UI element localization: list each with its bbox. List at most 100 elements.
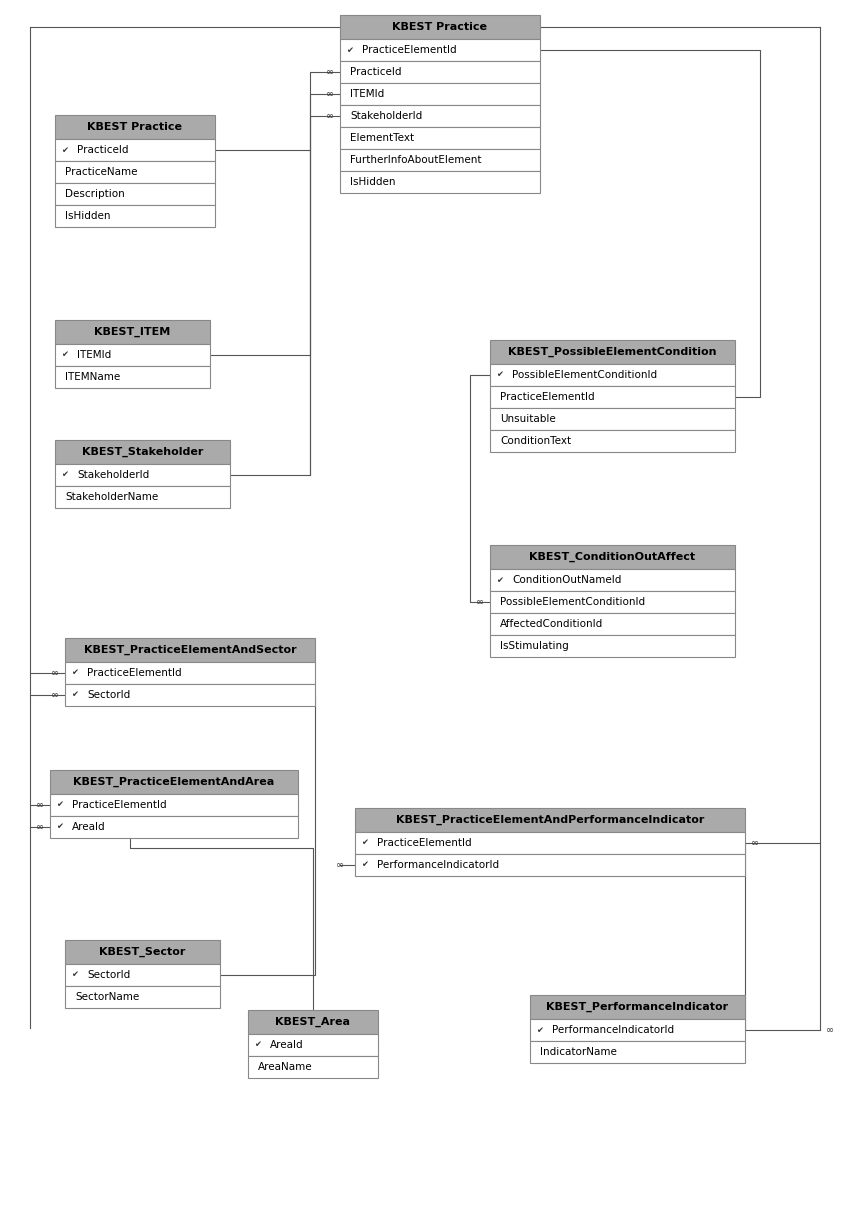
Text: Description: Description <box>65 189 125 199</box>
Text: PracticeId: PracticeId <box>77 145 128 155</box>
Bar <box>65 663 315 684</box>
Bar <box>55 345 210 366</box>
Text: SectorName: SectorName <box>75 993 139 1002</box>
Bar <box>50 770 298 794</box>
Bar <box>490 407 735 430</box>
Bar <box>340 127 540 149</box>
Bar <box>490 340 735 364</box>
Text: StakeholderId: StakeholderId <box>77 470 150 480</box>
Bar <box>490 635 735 656</box>
Text: ✔: ✔ <box>56 822 63 832</box>
Text: IsStimulating: IsStimulating <box>500 641 569 650</box>
Text: ∞: ∞ <box>36 800 44 810</box>
Text: FurtherInfoAboutElement: FurtherInfoAboutElement <box>350 155 481 164</box>
Text: ∞: ∞ <box>826 1025 834 1035</box>
Bar <box>490 386 735 407</box>
Bar <box>55 464 230 486</box>
Text: ✔: ✔ <box>536 1025 543 1035</box>
Text: KBEST_PracticeElementAndArea: KBEST_PracticeElementAndArea <box>73 777 275 787</box>
Text: IsHidden: IsHidden <box>350 177 395 187</box>
Bar <box>355 832 745 854</box>
Text: ElementText: ElementText <box>350 133 414 143</box>
Bar <box>65 638 315 663</box>
Text: KBEST_ConditionOutAffect: KBEST_ConditionOutAffect <box>530 551 695 562</box>
Bar <box>340 149 540 170</box>
Bar <box>340 15 540 39</box>
Text: ✔: ✔ <box>496 370 503 380</box>
Text: KBEST_ITEM: KBEST_ITEM <box>94 326 171 337</box>
Bar <box>248 1010 378 1034</box>
Text: ITEMId: ITEMId <box>77 349 111 360</box>
Bar <box>65 987 220 1008</box>
Text: PracticeElementId: PracticeElementId <box>377 838 472 848</box>
Text: SectorId: SectorId <box>87 970 130 980</box>
Text: IsHidden: IsHidden <box>65 212 110 221</box>
Bar <box>490 364 735 386</box>
Text: AffectedConditionId: AffectedConditionId <box>500 619 604 629</box>
Bar <box>355 808 745 832</box>
Text: KBEST_Sector: KBEST_Sector <box>99 947 185 958</box>
Text: AreaId: AreaId <box>270 1040 303 1049</box>
Bar <box>530 995 745 1019</box>
Bar <box>530 1019 745 1041</box>
Bar <box>50 816 298 838</box>
Bar <box>490 545 735 569</box>
Text: KBEST Practice: KBEST Practice <box>393 22 488 31</box>
Text: PracticeName: PracticeName <box>65 167 138 177</box>
Text: Unsuitable: Unsuitable <box>500 413 556 424</box>
Text: ∞: ∞ <box>326 66 334 77</box>
Text: KBEST_Area: KBEST_Area <box>275 1017 350 1028</box>
Text: ITEMId: ITEMId <box>350 89 384 99</box>
Bar <box>55 139 215 161</box>
Bar <box>55 320 210 345</box>
Text: ✔: ✔ <box>71 669 78 677</box>
Text: ∞: ∞ <box>336 860 344 870</box>
Text: PracticeElementId: PracticeElementId <box>72 800 167 810</box>
Bar <box>55 161 215 183</box>
Text: ✔: ✔ <box>61 351 68 359</box>
Text: KBEST_PossibleElementCondition: KBEST_PossibleElementCondition <box>508 347 717 357</box>
Text: PossibleElementConditionId: PossibleElementConditionId <box>500 597 645 607</box>
Text: ∞: ∞ <box>36 822 44 832</box>
Text: ✔: ✔ <box>71 690 78 700</box>
Text: ✔: ✔ <box>71 971 78 979</box>
Text: PracticeElementId: PracticeElementId <box>362 45 456 54</box>
Text: ✔: ✔ <box>496 575 503 584</box>
Bar <box>65 684 315 706</box>
Text: ✔: ✔ <box>56 800 63 810</box>
Text: ∞: ∞ <box>51 669 59 678</box>
Bar <box>340 105 540 127</box>
Bar <box>248 1034 378 1055</box>
Text: PracticeElementId: PracticeElementId <box>500 392 595 403</box>
Bar <box>340 60 540 83</box>
Text: ∞: ∞ <box>326 111 334 121</box>
Bar <box>55 115 215 139</box>
Text: ✔: ✔ <box>254 1041 261 1049</box>
Text: ITEMName: ITEMName <box>65 372 120 382</box>
Text: ∞: ∞ <box>476 597 484 607</box>
Text: PerformanceIndicatorId: PerformanceIndicatorId <box>377 860 499 870</box>
Text: ConditionOutNameId: ConditionOutNameId <box>512 575 621 585</box>
Bar <box>530 1041 745 1063</box>
Bar <box>340 39 540 60</box>
Bar <box>55 206 215 227</box>
Text: ✔: ✔ <box>361 839 368 848</box>
Text: ∞: ∞ <box>751 838 759 848</box>
Bar <box>490 591 735 613</box>
Text: AreaName: AreaName <box>258 1062 313 1072</box>
Bar <box>340 83 540 105</box>
Text: StakeholderName: StakeholderName <box>65 492 158 502</box>
Text: PracticeId: PracticeId <box>350 66 401 77</box>
Text: KBEST_PracticeElementAndPerformanceIndicator: KBEST_PracticeElementAndPerformanceIndic… <box>396 815 704 825</box>
Bar <box>55 440 230 464</box>
Text: KBEST_Stakeholder: KBEST_Stakeholder <box>82 447 203 457</box>
Text: ✔: ✔ <box>361 861 368 869</box>
Text: ✔: ✔ <box>346 46 353 54</box>
Bar <box>50 794 298 816</box>
Text: PerformanceIndicatorId: PerformanceIndicatorId <box>552 1025 674 1035</box>
Text: SectorId: SectorId <box>87 690 130 700</box>
Text: KBEST_PracticeElementAndSector: KBEST_PracticeElementAndSector <box>83 644 297 655</box>
Bar <box>340 170 540 193</box>
Text: AreaId: AreaId <box>72 822 105 832</box>
Bar <box>65 941 220 964</box>
